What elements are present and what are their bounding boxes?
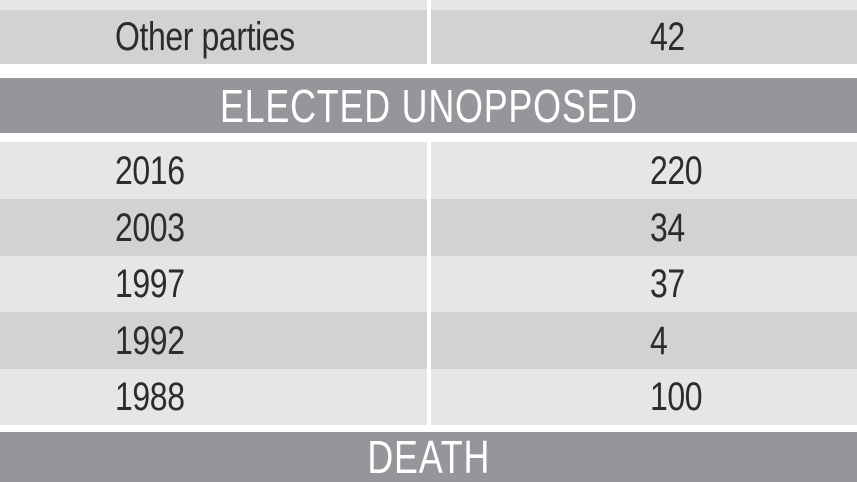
- row-label: ind: [115, 0, 435, 10]
- row-label: 1992: [115, 318, 185, 363]
- section-title: ELECTED UNOPPOSED: [219, 79, 638, 132]
- row-value: 100: [650, 375, 703, 419]
- row-label: 2003: [115, 205, 185, 250]
- column-divider: [427, 0, 431, 64]
- row-value: 220: [650, 148, 703, 193]
- row-value: 34: [650, 205, 685, 250]
- row-value: 897: [650, 0, 857, 10]
- row-value: 37: [650, 262, 685, 306]
- section-title: DEATH: [367, 431, 490, 482]
- section-gap: [0, 64, 857, 78]
- row-label: Other parties: [115, 15, 295, 59]
- section-header-elected-unopposed: ELECTED UNOPPOSED: [0, 78, 857, 133]
- row-value: 4: [650, 318, 668, 363]
- row-label: 2016: [115, 148, 185, 193]
- section-gap: [0, 425, 857, 432]
- column-divider: [427, 142, 431, 425]
- row-label: 1988: [115, 375, 185, 419]
- section-header-death: DEATH: [0, 432, 857, 482]
- row-value: 42: [650, 15, 685, 59]
- row-label: 1997: [115, 262, 185, 306]
- section-gap: [0, 133, 857, 142]
